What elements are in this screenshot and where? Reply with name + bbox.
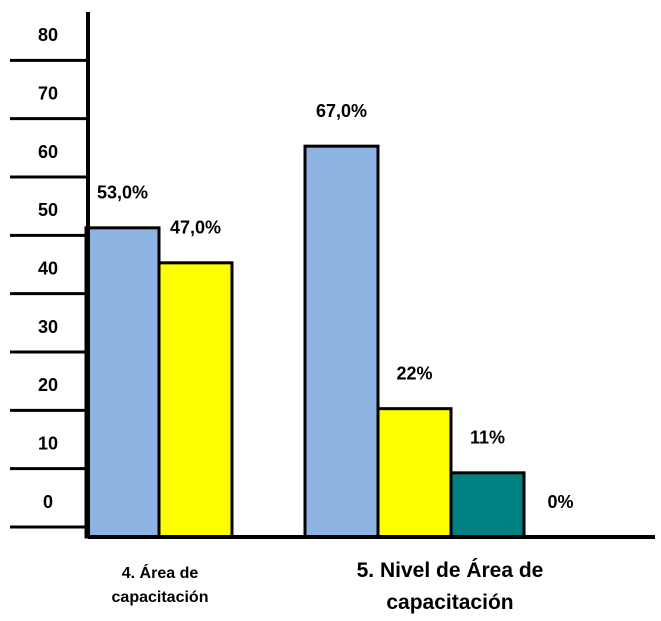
y-tick-label: 10 (38, 433, 58, 453)
y-tick-label: 0 (43, 492, 53, 512)
bar (449, 471, 526, 539)
bar (84, 226, 161, 539)
y-tick-label: 70 (38, 83, 58, 103)
y-tick-label: 50 (38, 200, 58, 220)
data-label: 67,0% (316, 101, 367, 121)
x-category-label: 5. Nivel de Área de capacitación (356, 559, 544, 614)
bar (303, 144, 380, 539)
y-tick-label: 60 (38, 142, 58, 162)
data-label: 22% (396, 363, 432, 383)
x-category-label: 4. Área de capacitación (111, 565, 209, 606)
data-label: 0% (547, 492, 573, 512)
data-label: 53,0% (97, 183, 148, 203)
y-tick-label: 40 (38, 258, 58, 278)
data-label: 11% (470, 428, 505, 448)
y-tick-label: 30 (38, 317, 58, 337)
bar (376, 407, 453, 539)
y-tick-label: 20 (38, 375, 58, 395)
y-tick-label: 80 (38, 25, 58, 45)
data-label: 47,0% (170, 218, 221, 238)
bar (157, 261, 234, 539)
